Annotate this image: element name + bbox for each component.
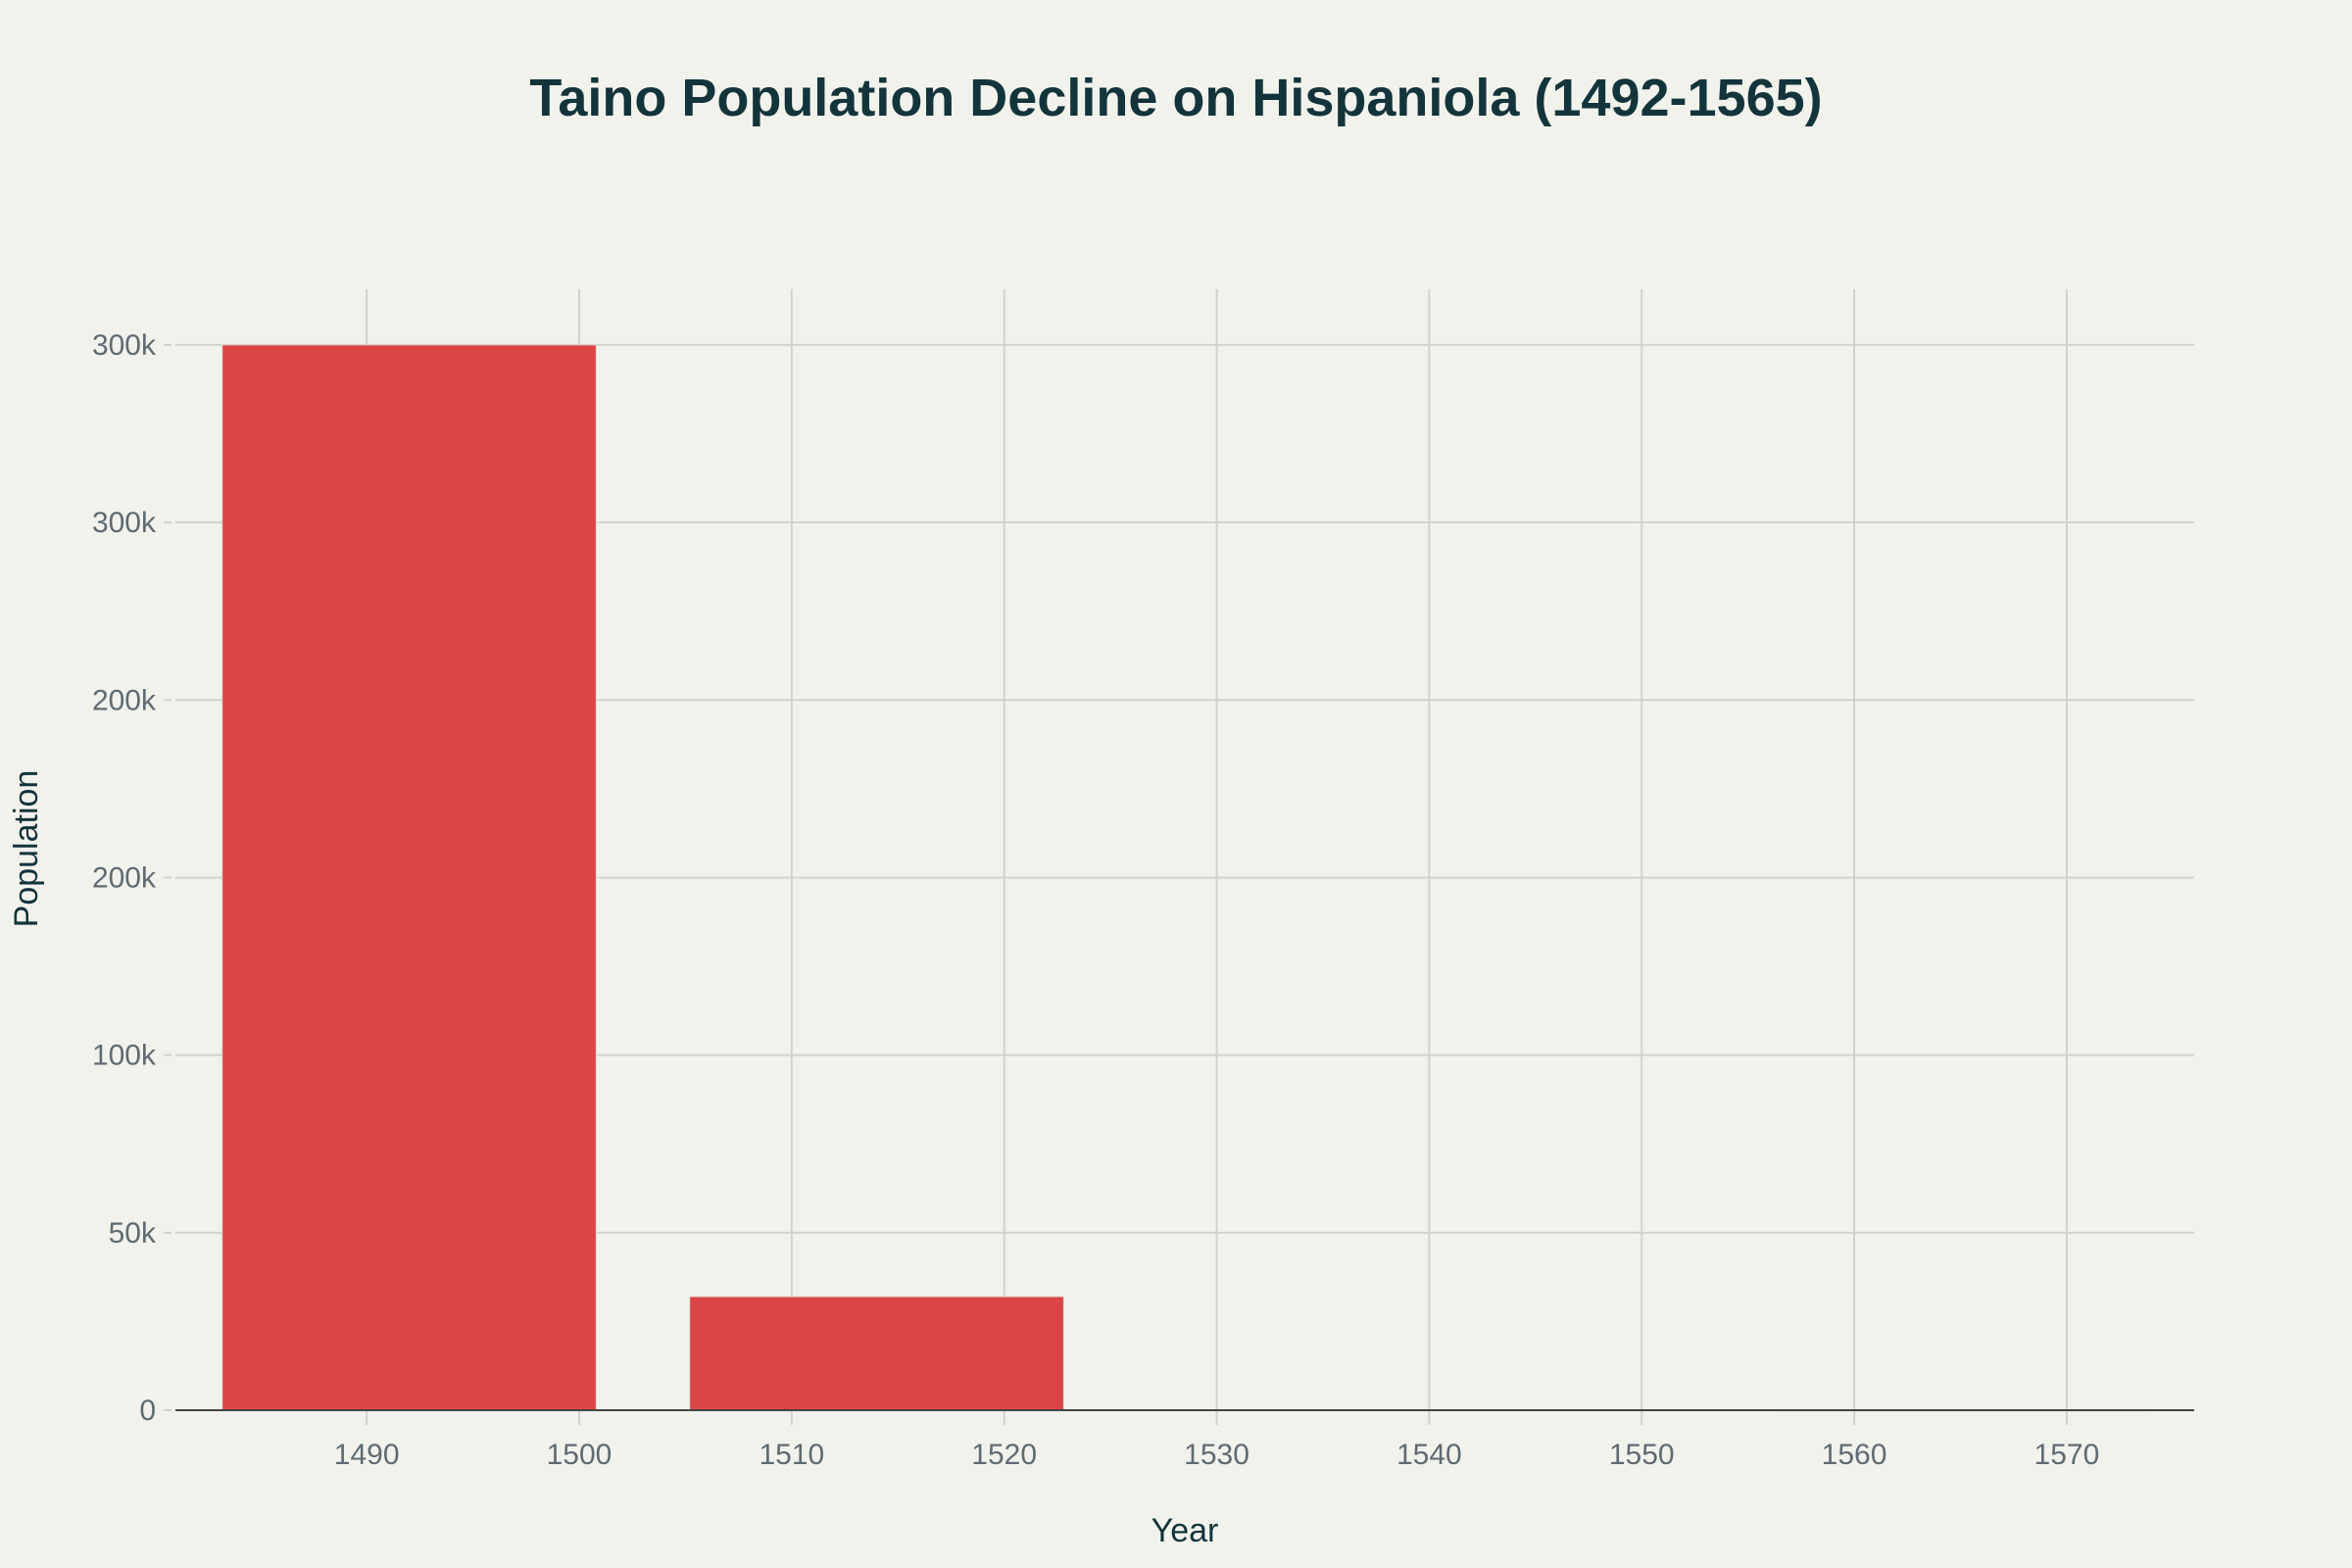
x-tick-label: 1510 [759, 1439, 824, 1471]
x-tick-label: 1540 [1396, 1439, 1462, 1471]
y-axis-label: Population [8, 770, 45, 928]
x-tick-label: 1570 [2034, 1439, 2100, 1471]
x-tick-label: 1500 [547, 1439, 612, 1471]
x-tick-label: 1520 [971, 1439, 1037, 1471]
chart-title: Taino Population Decline on Hispaniola (… [529, 69, 1822, 127]
x-tick-label: 1560 [1822, 1439, 1887, 1471]
y-tick-label: 200k [92, 861, 157, 894]
x-axis-label: Year [1152, 1512, 1219, 1549]
x-tick-label: 1550 [1609, 1439, 1675, 1471]
bar [221, 344, 597, 1411]
x-ticks: 1490 1500 1510 1520 1530 1540 1550 1560 1570 [334, 1439, 2099, 1471]
bars [221, 344, 2148, 1412]
y-tick-label: 300k [92, 507, 157, 539]
x-tick-label: 1490 [334, 1439, 400, 1471]
y-ticks: 0 50k 100k 200k 200k 300k 300k [92, 329, 157, 1427]
y-tick-label: 100k [92, 1040, 157, 1072]
x-tick-label: 1530 [1184, 1439, 1250, 1471]
y-tick-label: 200k [92, 684, 157, 716]
y-tick-label: 50k [109, 1217, 157, 1250]
y-tick-label: 0 [139, 1395, 156, 1427]
bar [689, 1296, 1064, 1411]
y-tick-label: 300k [92, 329, 157, 362]
